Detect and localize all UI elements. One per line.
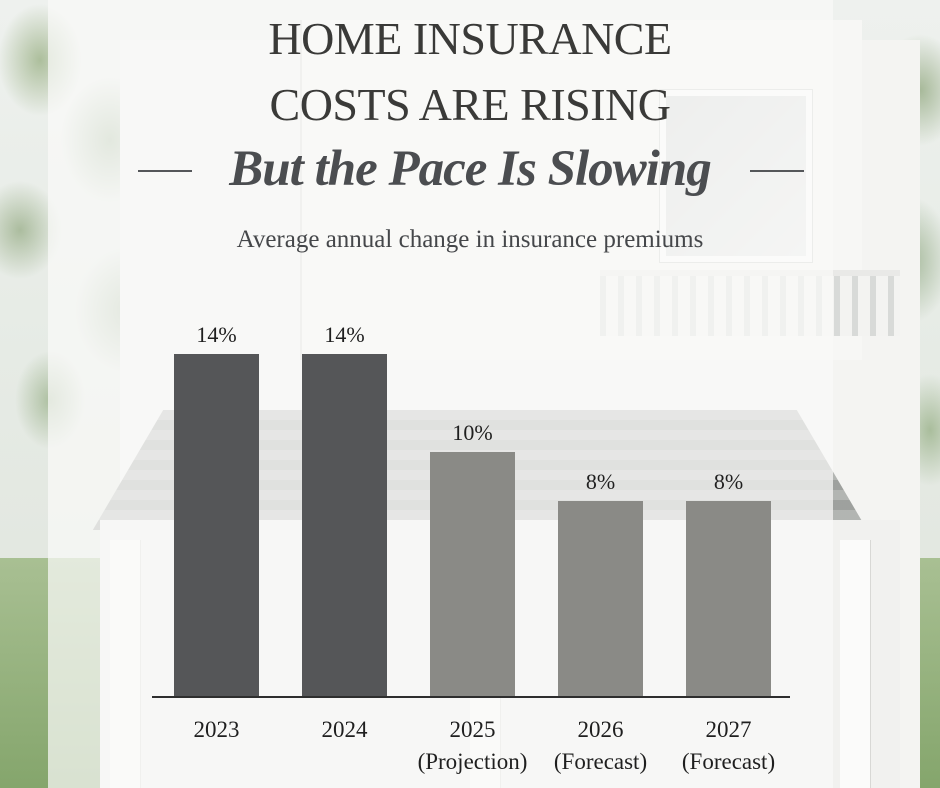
bar-2027 xyxy=(686,501,771,697)
subtitle: But the Pace Is Slowing xyxy=(229,141,711,197)
porch-column xyxy=(840,540,870,788)
category-label-2023: 2023 xyxy=(194,717,240,742)
value-label-2025: 10% xyxy=(452,420,492,445)
value-label-2026: 8% xyxy=(586,469,615,494)
category-note-2027: (Forecast) xyxy=(682,749,775,774)
value-label-2024: 14% xyxy=(324,322,364,347)
category-note-2025: (Projection) xyxy=(418,749,528,774)
value-label-2023: 14% xyxy=(196,322,236,347)
category-label-2027: 2027 xyxy=(706,717,752,742)
title-line-1: HOME INSURANCE xyxy=(268,13,672,64)
title-line-2: COSTS ARE RISING xyxy=(269,79,671,130)
bar-2025 xyxy=(430,452,515,697)
category-note-2026: (Forecast) xyxy=(554,749,647,774)
bar-2023 xyxy=(174,354,259,697)
bar-2024 xyxy=(302,354,387,697)
chart-caption: Average annual change in insurance premi… xyxy=(236,226,704,253)
bar-2026 xyxy=(558,501,643,697)
value-label-2027: 8% xyxy=(714,469,743,494)
dash-right xyxy=(750,170,804,172)
category-label-2026: 2026 xyxy=(578,717,624,742)
dash-left xyxy=(138,170,192,172)
category-label-2024: 2024 xyxy=(322,717,369,742)
subtitle-row: But the Pace Is Slowing xyxy=(0,140,940,202)
category-label-2025: 2025 xyxy=(450,717,496,742)
